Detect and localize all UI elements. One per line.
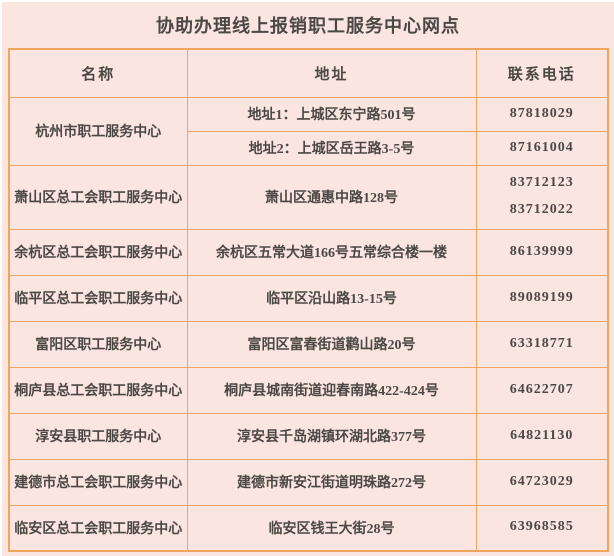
table-row: 建德市总工会职工服务中心 建德市新安江街道明珠路272号 64723029 <box>8 458 609 506</box>
phone-number: 83712022 <box>509 202 574 217</box>
phone-cell: 89089199 <box>475 274 609 322</box>
table-row: 临平区总工会职工服务中心 临平区沿山路13-15号 89089199 <box>8 274 609 322</box>
table-row: 余杭区总工会职工服务中心 余杭区五常大道166号五常综合楼一楼 86139999 <box>8 228 609 276</box>
phone-cell: 87161004 <box>475 130 609 166</box>
center-name-cell: 建德市总工会职工服务中心 <box>8 458 188 506</box>
center-name-cell: 桐庐县总工会职工服务中心 <box>8 366 188 414</box>
header-address: 地址 <box>186 48 477 98</box>
phone-number: 87161004 <box>509 139 574 155</box>
address-cell: 淳安县千岛湖镇环湖北路377号 <box>186 412 477 460</box>
address-cell: 萧山区通惠中路128号 <box>186 164 477 230</box>
center-name-cell: 临平区总工会职工服务中心 <box>8 274 188 322</box>
service-centers-table: 名称 地址 联系电话 杭州市职工服务中心 地址1：上城区东宁路501号 878180… <box>8 48 609 552</box>
table-row: 富阳区职工服务中心 富阳区富春街道鹳山路20号 63318771 <box>8 320 609 368</box>
phone-cell: 87818029 <box>475 96 609 132</box>
table-row: 杭州市职工服务中心 地址1：上城区东宁路501号 87818029 <box>8 96 609 166</box>
phone-cell: 83712123 83712022 <box>475 164 609 230</box>
center-name-cell: 杭州市职工服务中心 <box>8 96 188 166</box>
header-phone: 联系电话 <box>475 48 609 98</box>
center-name-cell: 萧山区总工会职工服务中心 <box>8 164 188 230</box>
table-row: 桐庐县总工会职工服务中心 桐庐县城南街道迎春南路422-424号 64622707 <box>8 366 609 414</box>
phone-number: 87818029 <box>509 105 574 121</box>
phone-cell: 86139999 <box>475 228 609 276</box>
address-cell: 建德市新安江街道明珠路272号 <box>186 458 477 506</box>
phone-number: 86139999 <box>509 243 574 259</box>
phone-cell: 63968585 <box>475 504 609 552</box>
address-cell: 地址1：上城区东宁路501号 <box>186 96 477 132</box>
page-title: 协助办理线上报销职工服务中心网点 <box>156 16 460 36</box>
center-name-cell: 临安区总工会职工服务中心 <box>8 504 188 552</box>
phone-number: 63318771 <box>509 335 574 351</box>
phone-number: 83712123 <box>509 175 574 191</box>
center-name-cell: 富阳区职工服务中心 <box>8 320 188 368</box>
table-row: 萧山区总工会职工服务中心 萧山区通惠中路128号 83712123 83712022 <box>8 164 609 230</box>
phone-number: 63968585 <box>509 519 574 535</box>
table-row: 淳安县职工服务中心 淳安县千岛湖镇环湖北路377号 64821130 <box>8 412 609 460</box>
phone-number: 64723029 <box>509 473 574 489</box>
address-cell: 余杭区五常大道166号五常综合楼一楼 <box>186 228 477 276</box>
address-cell: 临平区沿山路13-15号 <box>186 274 477 322</box>
phone-number: 89089199 <box>509 289 574 305</box>
center-name-cell: 余杭区总工会职工服务中心 <box>8 228 188 276</box>
phone-number: 64622707 <box>509 381 574 397</box>
table-body: 杭州市职工服务中心 地址1：上城区东宁路501号 87818029 地址2：上城区岳王… <box>8 96 609 552</box>
address-cell: 地址2：上城区岳王路3-5号 <box>186 130 477 166</box>
header-name: 名称 <box>8 48 188 98</box>
phone-number: 64821130 <box>510 427 574 443</box>
table-row: 地址2：上城区岳王路3-5号 87161004 <box>9 130 609 166</box>
address-cell: 富阳区富春街道鹳山路20号 <box>186 320 477 368</box>
phone-cell: 63318771 <box>475 320 609 368</box>
address-cell: 桐庐县城南街道迎春南路422-424号 <box>186 366 477 414</box>
phone-cell: 64821130 <box>475 412 609 460</box>
phone-cell: 64723029 <box>475 458 609 506</box>
phone-cell: 64622707 <box>475 366 609 414</box>
table-row: 临安区总工会职工服务中心 临安区钱王大街28号 63968585 <box>8 504 609 552</box>
center-name-cell: 淳安县职工服务中心 <box>8 412 188 460</box>
address-cell: 临安区钱王大街28号 <box>186 504 477 552</box>
table-header-row: 名称 地址 联系电话 <box>8 48 609 98</box>
